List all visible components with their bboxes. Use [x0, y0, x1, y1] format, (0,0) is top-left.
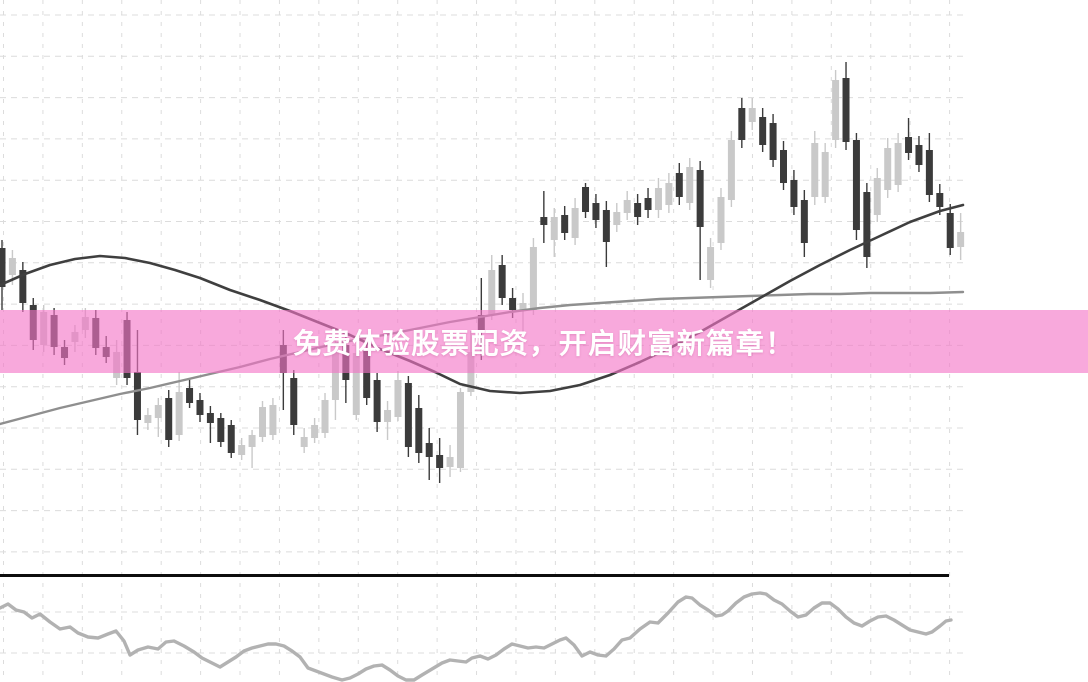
- promo-banner-text: 免费体验股票配资，开启财富新篇章！: [293, 327, 795, 359]
- promo-banner[interactable]: 免费体验股票配资，开启财富新篇章！: [0, 310, 1088, 373]
